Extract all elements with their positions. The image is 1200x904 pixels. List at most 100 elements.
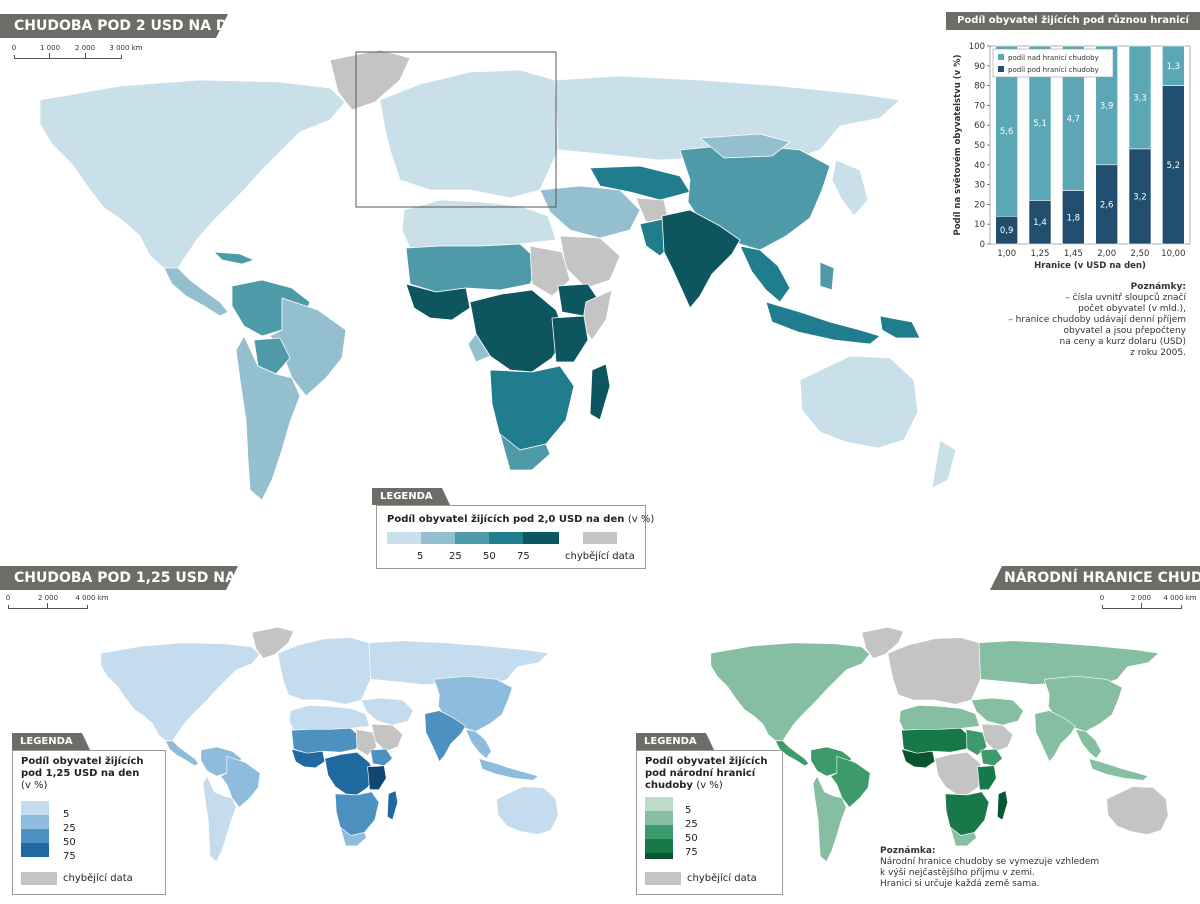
top-world-map: [39, 49, 957, 501]
legend-swatch: [21, 815, 49, 829]
legend-swatch-missing: [645, 872, 681, 885]
region-middle-east: [539, 185, 641, 239]
scale-label: 0: [5, 594, 11, 602]
legend-swatch: [645, 839, 673, 853]
scale-label: 0: [11, 44, 17, 52]
region-north-america: [39, 79, 346, 269]
bar-below-threshold: [1162, 85, 1185, 245]
bar-data-label: 1,4: [1033, 218, 1047, 228]
legend-missing-label: chybějící data: [565, 551, 635, 562]
y-tick-label: 30: [974, 181, 985, 191]
region-australia: [799, 355, 919, 449]
chart-note-line: – hranice chudoby udávají denní příjem: [1008, 315, 1186, 325]
bar-below-threshold: [1062, 190, 1085, 245]
region-west-africa: [405, 283, 471, 321]
legend-swatch: [645, 811, 673, 825]
bar-data-label: 3,3: [1133, 93, 1147, 103]
region-east-africa: [551, 315, 589, 363]
legend-swatch: [387, 532, 421, 544]
region-indonesia: [765, 301, 881, 345]
region-central-asia: [589, 165, 691, 201]
y-axis-label: Podíl na světovém obyvatelstvu (v %): [952, 54, 963, 235]
legend-title: pod 1,25 USD na den: [21, 768, 140, 779]
chart-note-line: na ceny a kurz dolaru (USD): [1059, 337, 1186, 347]
top-map-scalebar: 0 1 000 2 000 3 000 km: [11, 44, 143, 60]
y-tick-label: 70: [974, 101, 985, 111]
region-png: [879, 315, 921, 339]
bar-below-threshold: [1028, 200, 1052, 245]
legend-tick: 5: [685, 805, 692, 816]
legend-label-below: podíl pod hranicí chudoby: [1008, 66, 1099, 74]
region-sahel: [405, 243, 541, 293]
legend-swatch: [21, 801, 49, 815]
legend-tick: 50: [685, 833, 698, 844]
x-tick-label: 1,45: [1064, 249, 1083, 259]
region-madagascar: [589, 363, 611, 421]
x-axis-label: Hranice (v USD na den): [1034, 261, 1146, 271]
y-tick-label: 90: [974, 62, 985, 72]
bar-data-label: 0,9: [1000, 226, 1014, 236]
legend-swatch-below: [998, 66, 1004, 72]
legend-swatch: [21, 829, 49, 843]
x-tick-label: 1,25: [1031, 249, 1050, 259]
legend-swatch: [645, 797, 673, 811]
region-southern-cone: [235, 335, 301, 501]
region-new-zealand: [931, 439, 957, 489]
region-central-america: [163, 267, 229, 317]
legend-tick: 5: [63, 809, 70, 820]
legend-tick: 25: [685, 819, 698, 830]
region-gabon: [467, 333, 491, 363]
legend-swatch: [455, 532, 489, 544]
legend-tick: 50: [483, 551, 496, 562]
region-greenland: [329, 49, 411, 111]
legend-missing-label: chybějící data: [63, 873, 133, 884]
note-line: Hranici si určuje každá země sama.: [880, 879, 1040, 889]
y-tick-label: 60: [974, 121, 985, 131]
bottom-right-legend: Podíl obyvatel žijících pod národní hran…: [636, 750, 783, 895]
legend-swatch: [645, 853, 673, 859]
legend-tick: 50: [63, 837, 76, 848]
legend-unit: (v %): [696, 780, 723, 791]
bottom-left-map-title: CHUDOBA POD 1,25 USD NA DEN: [0, 566, 238, 590]
legend-title: Podíl obyvatel žijících: [645, 756, 768, 767]
y-tick-label: 0: [980, 240, 985, 250]
legend-title: chudoby: [645, 780, 693, 791]
region-philippines: [819, 261, 835, 291]
chart-legend: [992, 48, 1114, 78]
legend-title: Podíl obyvatel žijících: [21, 756, 144, 767]
bar-data-label: 3,9: [1100, 101, 1114, 111]
region-china: [679, 143, 831, 251]
x-tick-label: 2,50: [1131, 249, 1150, 259]
y-tick-label: 80: [974, 82, 985, 92]
legend-swatch: [421, 532, 455, 544]
note-line: Národní hranice chudoby se vymezuje vzhl…: [880, 857, 1100, 867]
bottom-left-scalebar: 0 2 000 4 000 km: [5, 594, 109, 610]
legend-swatch: [523, 532, 559, 544]
legend-missing-label: chybějící data: [687, 873, 757, 884]
bar-data-label: 2,6: [1100, 200, 1114, 210]
scale-label: 3 000 km: [109, 44, 143, 52]
legend-label-above: podíl nad hranicí chudoby: [1008, 54, 1099, 62]
bar-data-label: 5,2: [1167, 161, 1181, 171]
chart-plot-area: [989, 45, 1191, 245]
top-legend-tab: LEGENDA: [372, 488, 450, 505]
chart-notes: Poznámky: – čísla uvnitř sloupců značí p…: [990, 282, 1186, 359]
bottom-left-legend: Podíl obyvatel žijících pod 1,25 USD na …: [12, 750, 166, 895]
bar-below-threshold: [1095, 164, 1118, 245]
chart-note-line: – čísla uvnitř sloupců značí: [1065, 293, 1186, 303]
region-russia: [554, 75, 901, 161]
legend-swatch-missing: [21, 872, 57, 885]
region-north-africa: [401, 199, 557, 249]
scale-label: 4 000 km: [1163, 594, 1197, 602]
legend-tick: 25: [449, 551, 462, 562]
legend-unit: (v %): [21, 780, 48, 791]
legend-tick: 75: [517, 551, 530, 562]
legend-unit: (v %): [627, 514, 655, 525]
note-title: Poznámka:: [880, 846, 936, 856]
bar-data-label: 1,8: [1067, 213, 1081, 223]
scale-label: 1 000: [39, 44, 61, 52]
region-bolivia: [253, 337, 291, 375]
y-tick-label: 40: [974, 161, 985, 171]
y-tick-label: 100: [969, 42, 985, 52]
region-india: [661, 209, 741, 309]
